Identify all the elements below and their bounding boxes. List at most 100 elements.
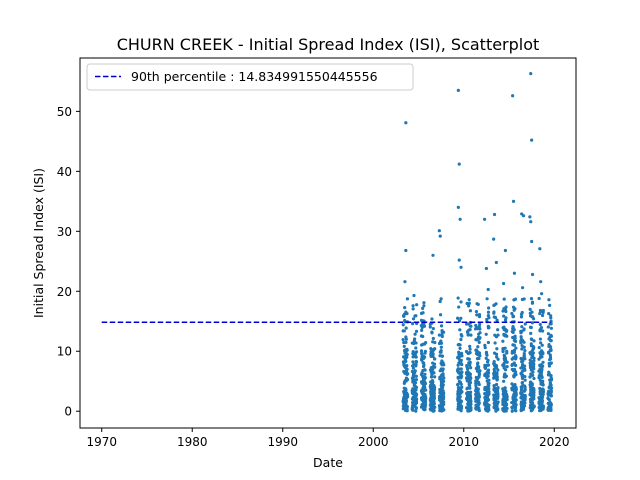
data-point bbox=[432, 396, 437, 400]
data-point bbox=[493, 397, 497, 402]
data-point bbox=[402, 344, 406, 348]
legend-box bbox=[86, 63, 414, 91]
chart-title: CHURN CREEK - Initial Spread Index (ISI)… bbox=[117, 35, 540, 54]
data-point bbox=[549, 347, 553, 351]
data-point bbox=[530, 310, 534, 314]
data-point bbox=[538, 397, 542, 401]
data-point bbox=[530, 362, 535, 367]
data-point bbox=[402, 362, 406, 366]
data-point bbox=[484, 266, 488, 271]
data-point bbox=[546, 393, 551, 397]
data-point bbox=[513, 353, 518, 358]
data-point bbox=[540, 292, 544, 296]
data-point bbox=[494, 404, 499, 408]
data-point bbox=[456, 375, 460, 379]
data-point bbox=[510, 357, 514, 361]
data-point bbox=[486, 374, 490, 378]
data-point bbox=[432, 402, 436, 406]
data-point bbox=[485, 353, 489, 357]
data-point bbox=[528, 325, 533, 329]
data-point bbox=[540, 394, 544, 398]
data-point bbox=[546, 373, 551, 377]
data-point bbox=[412, 371, 417, 375]
data-point bbox=[523, 374, 527, 379]
data-point bbox=[548, 378, 552, 382]
data-point bbox=[501, 281, 506, 286]
data-point bbox=[474, 310, 479, 314]
data-point bbox=[493, 364, 497, 368]
data-point bbox=[412, 341, 416, 346]
data-point bbox=[547, 370, 551, 374]
data-point bbox=[476, 326, 481, 330]
data-point bbox=[520, 376, 525, 380]
data-point bbox=[421, 306, 425, 310]
data-point bbox=[547, 344, 551, 349]
data-point bbox=[414, 406, 418, 411]
data-point bbox=[420, 328, 424, 332]
data-point bbox=[483, 401, 487, 405]
data-point bbox=[505, 351, 509, 355]
data-point bbox=[519, 366, 523, 370]
data-point bbox=[511, 94, 515, 98]
data-point bbox=[549, 406, 553, 411]
data-point bbox=[465, 387, 469, 391]
data-point bbox=[501, 402, 505, 407]
data-point bbox=[456, 296, 460, 300]
data-point bbox=[457, 393, 461, 398]
data-point bbox=[464, 349, 469, 354]
data-point bbox=[440, 393, 444, 397]
data-point bbox=[404, 348, 408, 352]
data-point bbox=[541, 360, 545, 364]
data-point bbox=[456, 316, 460, 320]
data-point bbox=[528, 375, 532, 379]
data-point bbox=[529, 220, 533, 224]
data-point bbox=[474, 392, 478, 396]
data-point bbox=[419, 351, 424, 355]
data-point bbox=[521, 393, 525, 397]
data-point bbox=[414, 374, 418, 378]
data-point bbox=[439, 374, 443, 378]
data-point bbox=[520, 380, 525, 385]
data-point bbox=[433, 340, 437, 345]
data-point bbox=[468, 324, 473, 328]
data-point bbox=[510, 311, 514, 316]
x-tick-label: 2010 bbox=[448, 435, 479, 449]
data-point bbox=[402, 399, 406, 403]
data-point bbox=[502, 409, 506, 413]
y-tick-label: 20 bbox=[57, 285, 72, 299]
data-point bbox=[520, 325, 524, 329]
data-point bbox=[421, 323, 425, 327]
data-point bbox=[487, 392, 491, 396]
data-point bbox=[457, 162, 461, 166]
data-point bbox=[420, 357, 424, 361]
data-point bbox=[513, 382, 517, 387]
data-point bbox=[465, 396, 469, 400]
y-tick-label: 10 bbox=[57, 345, 72, 359]
data-point bbox=[475, 362, 480, 366]
data-point bbox=[439, 297, 443, 301]
data-point bbox=[530, 321, 534, 325]
data-point bbox=[402, 329, 406, 333]
data-point bbox=[433, 375, 437, 379]
data-point bbox=[532, 356, 536, 360]
data-point bbox=[529, 392, 533, 396]
data-point bbox=[457, 342, 461, 347]
data-point bbox=[477, 375, 481, 379]
data-point bbox=[522, 345, 526, 349]
x-axis-label: Date bbox=[313, 455, 343, 470]
data-point bbox=[402, 314, 406, 318]
data-point bbox=[410, 376, 415, 380]
data-point bbox=[496, 368, 500, 372]
data-point bbox=[431, 361, 435, 365]
data-point bbox=[501, 309, 505, 313]
data-point bbox=[486, 408, 490, 412]
data-point bbox=[438, 234, 442, 238]
data-point bbox=[530, 272, 535, 277]
data-point bbox=[467, 301, 471, 305]
data-point bbox=[487, 316, 491, 320]
data-point bbox=[505, 329, 509, 333]
data-point bbox=[496, 394, 500, 399]
data-point bbox=[473, 327, 478, 331]
data-point bbox=[521, 406, 526, 410]
data-point bbox=[401, 338, 405, 342]
